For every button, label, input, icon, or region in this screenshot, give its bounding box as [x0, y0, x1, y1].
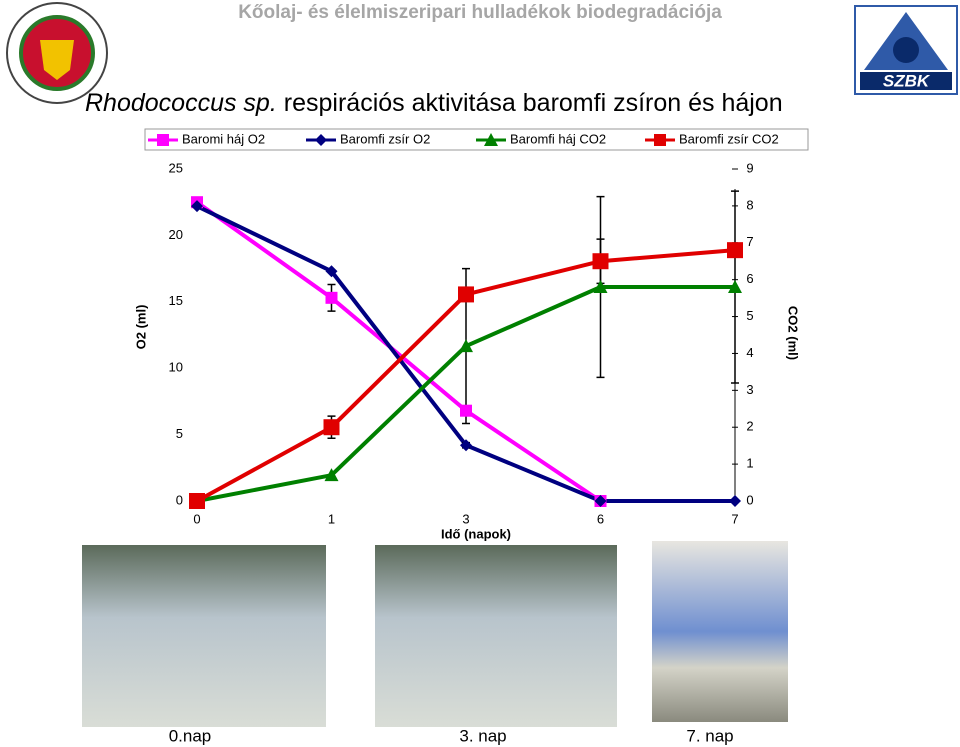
marker — [460, 404, 472, 417]
marker — [325, 265, 338, 278]
legend-label: Baromi háj O2 — [182, 131, 265, 146]
x-tick-label: 3 — [462, 511, 469, 526]
y-tick-label: 25 — [169, 160, 183, 175]
series-line — [195, 200, 602, 503]
chart-title: Rhodococcus sp. respirációs aktivitása ba… — [85, 89, 783, 117]
marker — [460, 439, 472, 452]
marker — [459, 339, 473, 353]
photo-caption: 3. nap — [459, 726, 506, 745]
legend-label: Baromfi zsír CO2 — [679, 131, 779, 146]
y2-tick-label: 1 — [746, 456, 753, 471]
photo — [652, 541, 788, 722]
marker — [727, 242, 743, 259]
y-tick-label: 5 — [176, 426, 183, 441]
legend-marker — [315, 134, 327, 146]
logo-text: SZBK — [883, 71, 931, 90]
header: Kőolaj- és élelmiszeripari hulladékok bi… — [238, 2, 722, 23]
y2-tick-label: 4 — [746, 345, 753, 360]
title: respirációs aktivitása baromfi zsíron és… — [284, 89, 783, 117]
marker — [594, 495, 607, 507]
photo — [375, 545, 617, 727]
y2-tick-label: 0 — [746, 492, 753, 507]
legend-label: Baromfi háj CO2 — [510, 131, 606, 146]
x-axis-label: Idő (napok) — [441, 526, 511, 541]
marker — [458, 286, 474, 303]
x-tick-label: 1 — [328, 511, 335, 526]
legend-marker — [654, 134, 666, 146]
marker — [323, 419, 340, 436]
y2-tick-label: 9 — [746, 160, 753, 175]
x-tick-label: 0 — [193, 511, 200, 526]
y2-tick-label: 6 — [746, 271, 753, 286]
marker — [324, 468, 339, 482]
y2-tick-label: 3 — [746, 382, 753, 397]
y-tick-label: 10 — [169, 360, 183, 375]
y-axis-label: O2 (ml) — [133, 305, 148, 350]
university-logo — [6, 2, 108, 104]
title-italic: Rhodococcus sp. — [85, 89, 277, 117]
marker — [191, 200, 203, 213]
marker — [729, 495, 741, 507]
y2-tick-label: 7 — [746, 234, 753, 249]
marker — [325, 291, 338, 304]
legend-marker — [157, 134, 169, 146]
y2-tick-label: 5 — [746, 308, 753, 323]
photo-caption: 0.nap — [169, 726, 212, 745]
y-tick-label: 15 — [169, 293, 183, 308]
x-tick-label: 7 — [731, 511, 738, 526]
chart: 0 5 10 15 20 25 0 1 2 3 4 5 6 7 8 9 0 1 3 6 7 Baromi háj O2 Ba… — [148, 131, 779, 526]
y-tick-label: 0 — [176, 492, 183, 507]
szbk-logo: SZBK — [854, 5, 958, 95]
photo — [82, 545, 326, 727]
marker — [728, 280, 742, 294]
photos: 0.nap 3. nap 7. nap — [82, 541, 788, 745]
legend-marker — [484, 133, 498, 146]
marker — [189, 493, 205, 509]
y2-tick-label: 2 — [746, 419, 753, 434]
photo-caption: 7. nap — [686, 726, 733, 745]
marker — [593, 280, 608, 294]
y2-axis-label: CO2 (ml) — [786, 306, 801, 360]
y2-tick-label: 8 — [746, 197, 753, 212]
marker — [592, 253, 609, 270]
legend-label: Baromfi zsír O2 — [340, 131, 430, 146]
x-tick-label: 6 — [597, 511, 604, 526]
y-tick-label: 20 — [169, 227, 183, 242]
